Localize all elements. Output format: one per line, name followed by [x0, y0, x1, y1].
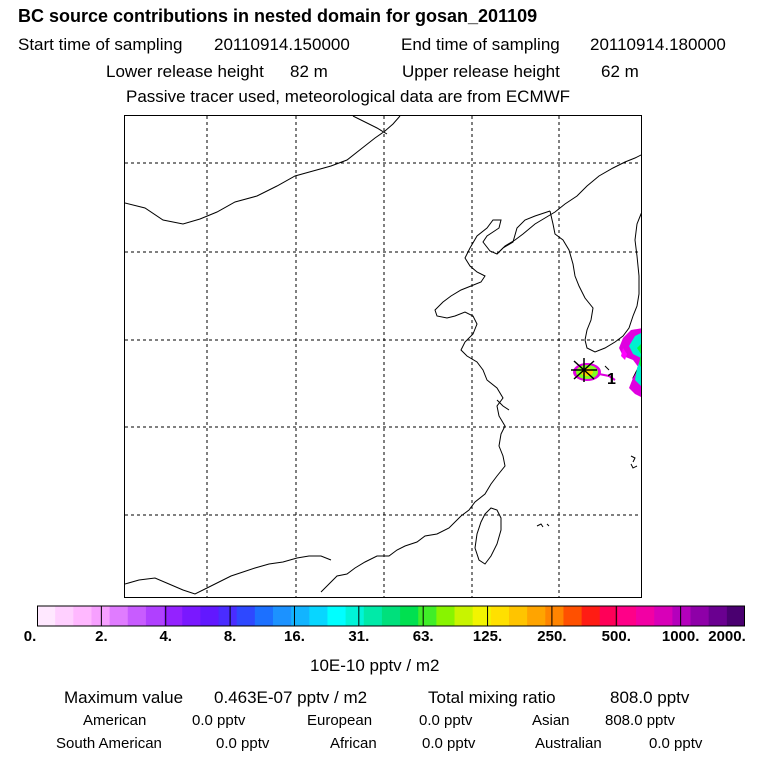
european-label: European [307, 712, 373, 729]
australian-label: Australian [535, 735, 602, 752]
upper-height-value: 62 m [601, 62, 639, 81]
mongolia-border [352, 116, 388, 135]
colorbar-swatch [509, 606, 528, 626]
colorbar-swatch [472, 606, 492, 626]
colorbar-swatch [273, 606, 292, 626]
colorbar-swatch [436, 606, 456, 626]
map-panel: 1 [124, 115, 642, 598]
tracer-info: Passive tracer used, meteorological data… [126, 87, 571, 106]
colorbar-tick-label: 0. [23, 628, 37, 645]
colorbar-swatch [182, 606, 201, 626]
china-coast [320, 210, 551, 593]
colorbar-swatch [617, 606, 637, 626]
plume-east-spot [621, 348, 627, 360]
plume-east-mid [629, 333, 641, 386]
colorbar-swatch [599, 606, 619, 626]
max-value: 0.463E-07 pptv / m2 [214, 688, 368, 707]
colorbar-swatch [254, 606, 274, 626]
colorbar-swatch [37, 606, 56, 626]
plot-title: BC source contributions in nested domain… [18, 6, 538, 26]
colorbar-swatch [291, 606, 310, 626]
colorbar-swatch [654, 606, 673, 626]
european-value: 0.0 pptv [419, 712, 473, 729]
max-value-label: Maximum value [64, 688, 184, 707]
australian-value: 0.0 pptv [649, 735, 703, 752]
colorbar-tick-label: 250. [537, 628, 567, 645]
colorbar-swatch [55, 606, 74, 626]
colorbar-swatch [581, 606, 601, 626]
islands [536, 455, 638, 528]
american-value: 0.0 pptv [192, 712, 246, 729]
asian-value: 808.0 pptv [605, 712, 676, 729]
colorbar-swatch [418, 606, 437, 626]
colorbar-tick-label: 4. [159, 628, 172, 645]
lower-height-label: Lower release height [106, 62, 264, 81]
taiwan [474, 507, 502, 565]
colorbar-swatch [490, 606, 510, 626]
start-time-value: 20110914.150000 [214, 35, 350, 54]
colorbar-swatch [381, 606, 401, 626]
colorbar-swatch [236, 606, 256, 626]
colorbar-tick-label: 8. [223, 628, 237, 645]
colorbar-tick-label: 16. [284, 628, 305, 645]
colorbar-swatch [400, 606, 419, 626]
upper-height-label: Upper release height [402, 62, 560, 81]
colorbar-swatch [708, 606, 728, 626]
coastlines [125, 116, 641, 595]
start-time-label: Start time of sampling [18, 35, 183, 54]
inland-lake [496, 399, 510, 411]
south-american-value: 0.0 pptv [216, 735, 270, 752]
colorbar-swatch [672, 606, 692, 626]
lower-height-value: 82 m [290, 62, 328, 81]
korean-peninsula [549, 210, 641, 353]
northern-boundary [125, 116, 401, 225]
korea-border [496, 154, 641, 255]
colorbar-swatch [726, 606, 745, 626]
colorbar-swatch [454, 606, 474, 626]
colorbar-swatch [127, 606, 147, 626]
african-label: African [330, 735, 377, 752]
station-label: 1 [607, 371, 616, 388]
colorbar-swatch [327, 606, 347, 626]
colorbar-swatch [164, 606, 183, 626]
colorbar-swatch [91, 606, 111, 626]
colorbar-swatch [218, 606, 238, 626]
colorbar-tick-label: 125. [472, 628, 503, 645]
star-icon [571, 358, 597, 382]
total-mixing-value: 808.0 pptv [610, 688, 690, 707]
colorbar-tick-label: 63. [412, 628, 434, 645]
colorbar-tick-label: 500. [601, 628, 631, 645]
colorbar-tick-label: 2. [95, 628, 108, 645]
grid-lines [125, 116, 641, 597]
colorbar-tick-label: 1000. [661, 628, 700, 645]
colorbar-swatch [145, 606, 165, 626]
colorbar-unit: 10E-10 pptv / m2 [310, 656, 440, 675]
african-value: 0.0 pptv [422, 735, 476, 752]
colorbar-tick-label: 31. [348, 628, 370, 645]
colorbar-swatch [527, 606, 546, 626]
asian-label: Asian [532, 712, 570, 729]
colorbar [37, 605, 745, 627]
colorbar-border [37, 605, 745, 627]
plume-east-core [637, 344, 641, 367]
american-label: American [83, 712, 147, 729]
colorbar-swatch [309, 606, 328, 626]
total-mixing-label: Total mixing ratio [428, 688, 556, 707]
end-time-label: End time of sampling [401, 35, 560, 54]
colorbar-swatch [73, 606, 92, 626]
colorbar-swatch [545, 606, 564, 626]
colorbar-swatch [109, 606, 129, 626]
plume-tail [598, 373, 616, 381]
colorbar-swatch [200, 606, 220, 626]
colorbar-swatch [636, 606, 655, 626]
end-time-value: 20110914.180000 [590, 35, 726, 54]
colorbar-swatch [363, 606, 383, 626]
south-american-label: South American [56, 735, 162, 752]
hainan-coast [125, 555, 332, 595]
colorbar-swatch [690, 606, 710, 626]
map-canvas: 1 [125, 116, 641, 597]
colorbar-swatch [563, 606, 583, 626]
colorbar-tick-label: 2000. [708, 628, 746, 645]
colorbar-swatch [345, 606, 365, 626]
